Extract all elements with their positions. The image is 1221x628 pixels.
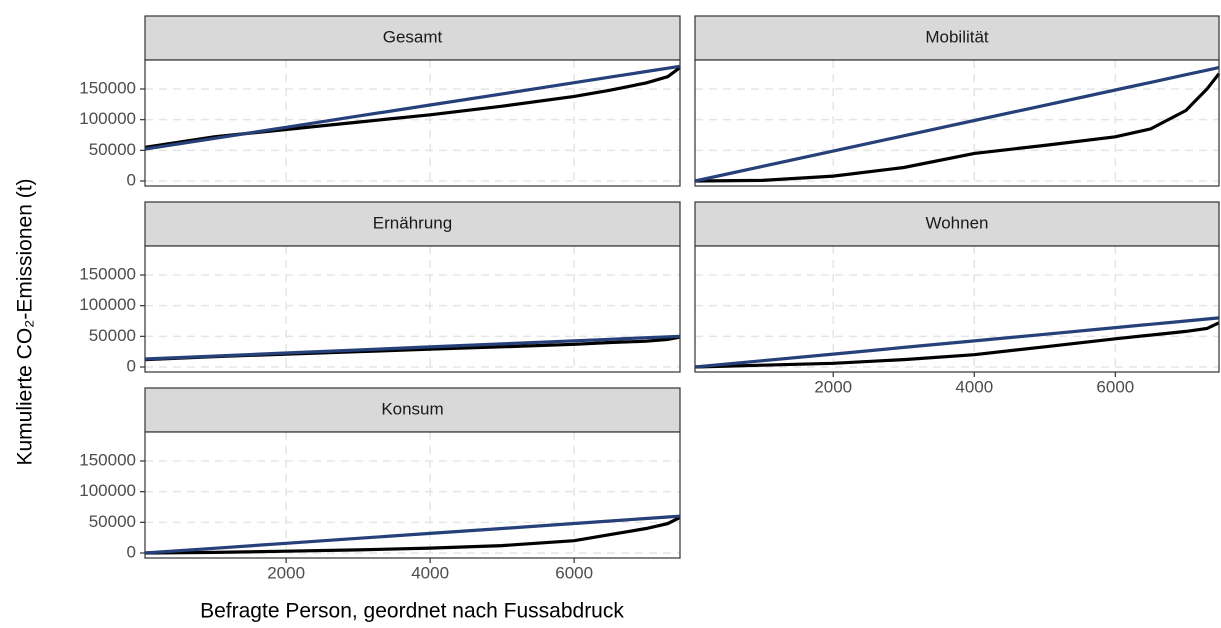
panel-border [144,431,681,559]
y-tick-label: 50000 [89,326,136,345]
strip-text: Konsum [381,399,443,418]
y-tick-label: 0 [127,170,136,189]
panel-bg [145,246,680,372]
y-tick-label: 100000 [79,295,136,314]
y-axis-title: Kumulierte CO₂-Emissionen (t) [14,178,37,465]
x-tick-label: 2000 [814,377,852,396]
panel-bg [695,246,1219,372]
data-line [144,515,681,555]
strip-text: Gesamt [383,27,443,46]
panel-border [144,59,681,187]
panel-border [694,245,1220,373]
y-tick-label: 100000 [79,481,136,500]
data-line [144,64,681,151]
strip-text: Ernährung [373,213,452,232]
data-line [694,321,1220,369]
data-line [144,334,681,361]
x-tick-label: 6000 [1096,377,1134,396]
x-axis-title: Befragte Person, geordnet nach Fussabdru… [200,600,624,623]
y-tick-label: 150000 [79,78,136,97]
y-tick-label: 50000 [89,140,136,159]
data-line [694,316,1220,369]
y-tick-label: 150000 [79,264,136,283]
x-tick-label: 2000 [267,563,305,582]
panel-border [694,59,1220,187]
data-line [694,65,1220,183]
y-tick-label: 50000 [89,512,136,531]
data-line [144,514,681,555]
strip [144,15,681,61]
strip-text: Wohnen [925,213,988,232]
panel-bg [145,432,680,558]
strip [694,201,1220,247]
x-tick-label: 4000 [411,563,449,582]
x-tick-label: 6000 [555,563,593,582]
strip-text: Mobilität [925,27,989,46]
data-line [694,72,1221,183]
y-tick-label: 0 [127,542,136,561]
y-tick-label: 150000 [79,450,136,469]
y-tick-label: 0 [127,356,136,375]
panel-border [144,245,681,373]
x-tick-label: 4000 [955,377,993,396]
y-tick-label: 100000 [79,109,136,128]
